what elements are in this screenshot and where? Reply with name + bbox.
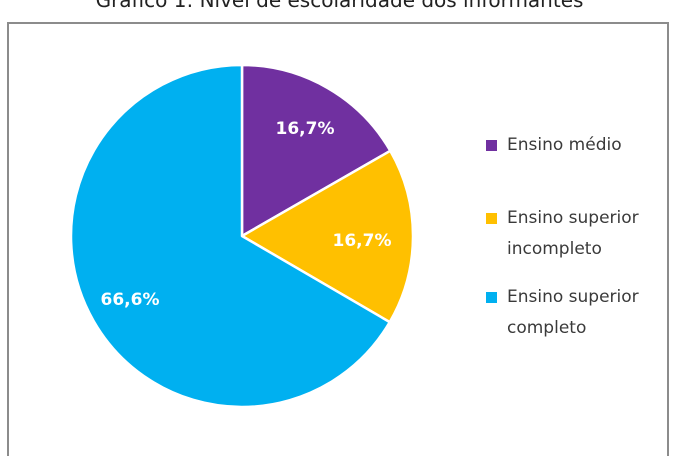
slice-data-label: 66,6% [101,290,160,310]
slice-data-label: 16,7% [333,231,392,251]
chart-title: Gráfico 1: Nível de escolaridade dos inf… [95,0,584,12]
legend-swatch [486,292,497,303]
legend-label: Ensino superior [507,208,639,228]
pie-slice-labels: 16,7% 16,7% 66,6% [101,119,392,310]
legend: Ensino médio Ensino superior incompleto Ens… [486,135,639,338]
chart-frame [7,22,669,456]
slice-data-label: 16,7% [276,119,335,139]
pie-slice [69,63,391,409]
legend-label: incompleto [507,239,602,259]
pie-slices [69,63,415,409]
legend-label: Ensino médio [507,135,622,155]
legend-label: completo [507,318,586,338]
pie-slice [240,63,392,238]
pie-slice [240,149,415,324]
chart-title-strip: Gráfico 1: Nível de escolaridade dos inf… [0,0,679,14]
legend-swatch [486,213,497,224]
legend-swatch [486,140,497,151]
legend-label: Ensino superior [507,287,639,307]
